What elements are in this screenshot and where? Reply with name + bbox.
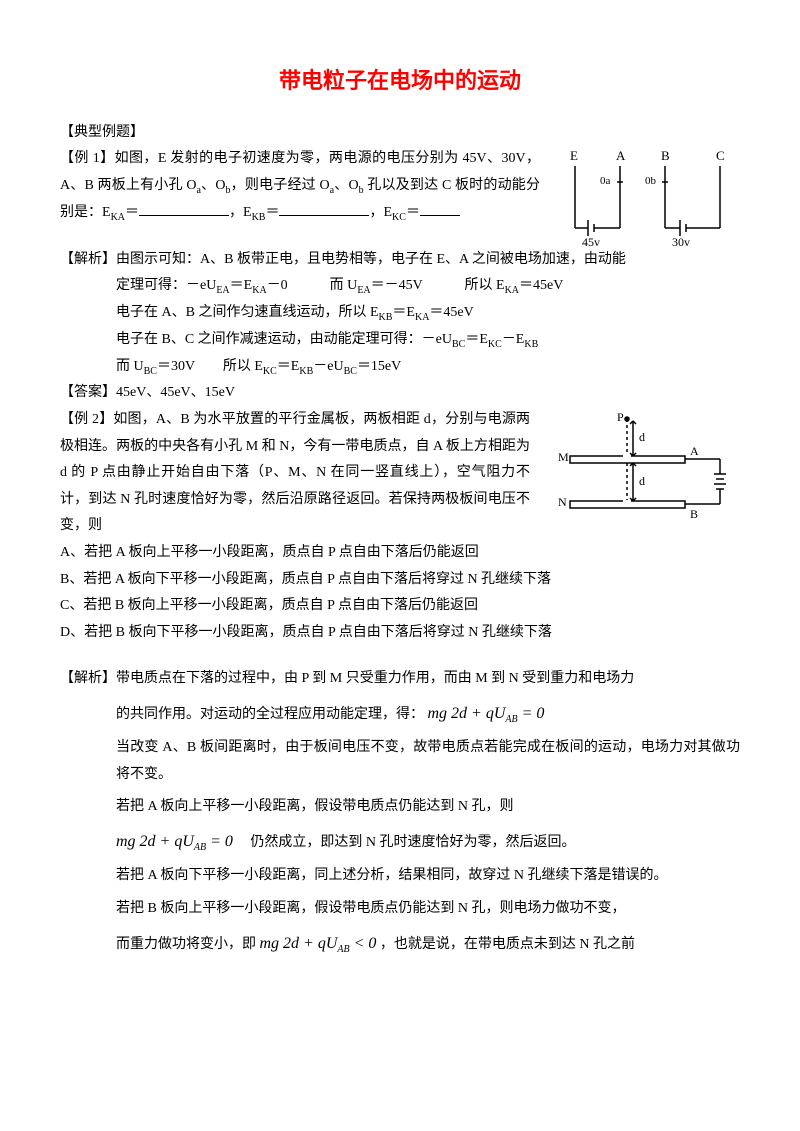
lbl-d1: d (639, 430, 645, 444)
s4c: ＝E (277, 359, 300, 374)
f2b: = 0 (206, 833, 233, 850)
sol2-p1: 带电质点在下落的过程中，由 P 到 M 只受重力作用，而由 M 到 N 受到重力… (116, 671, 634, 686)
sol2-l: 【解析】 (60, 671, 116, 686)
sol2-p5: 若把 B 板向上平移一小段距离，假设带电质点仍能达到 N 孔，则电场力做功不变， (60, 896, 740, 923)
sol2-p6b: ，也就是说，在带电质点未到达 N 孔之前 (380, 937, 635, 952)
sol-label: 【解析】 (60, 252, 116, 267)
ans-l: 【答案】 (60, 385, 116, 400)
circuit1-diagram: E A B C 0a 0b 45v 30v (560, 146, 740, 256)
example2-block: 【例 2】如图，A、B 为水平放置的平行金属板，两板相距 d，分别与电源两极相连… (60, 407, 740, 540)
lbl-E: E (570, 148, 578, 163)
s4b: ＝30V 所以 E (157, 359, 263, 374)
ex2-optD: D、若把 B 板向下平移一小段距离，质点自 P 点自由下落后将穿过 N 孔继续下… (60, 620, 740, 647)
sol2-p3b: 仍然成立，即达到 N 孔时速度恰好为零，然后返回。 (236, 835, 575, 850)
lbl-P: P (617, 411, 624, 424)
f3s: AB (337, 944, 349, 955)
ekc-l: E (383, 205, 392, 220)
lbl-45v: 45v (582, 235, 600, 249)
f1b: = 0 (518, 705, 545, 722)
circuit2-diagram: P M N A B d d (555, 411, 740, 531)
s3c: －E (502, 332, 525, 347)
formula2: mg 2d + qUAB = 0 (116, 833, 233, 850)
s2a: 电子在 A、B 之间作匀速直线运动，所以 E (116, 305, 379, 320)
s2c: ＝45eV (429, 305, 473, 320)
lbl-Oa: 0a (600, 175, 611, 187)
f3: mg 2d + qU (260, 935, 338, 952)
s1e: ＝－45V 所以 E (371, 278, 505, 293)
ex1-label: 【例 1】 (60, 151, 115, 166)
blank-ekc (420, 202, 460, 216)
ex1-b4: 、O (334, 178, 359, 193)
lbl-Ob: 0b (645, 175, 657, 187)
ans-t: 45eV、45eV、15eV (116, 385, 235, 400)
ex1-b2: 、O (201, 178, 226, 193)
s1a: 由图示可知：A、B 板带正电，且电势相等，电子在 E、A 之间被电场加速，由动能 (116, 252, 626, 267)
s4a: 而 U (116, 359, 144, 374)
ex2-optA: A、若把 A 板向上平移一小段距离，质点自 P 点自由下落后仍能返回 (60, 540, 740, 567)
f2: mg 2d + qU (116, 833, 194, 850)
s4e: ＝15eV (357, 359, 401, 374)
ex2-optC: C、若把 B 板向上平移一小段距离，质点自 P 点自由下落后仍能返回 (60, 593, 740, 620)
lbl-N: N (558, 495, 567, 509)
sol2-p2: 当改变 A、B 板间距离时，由于板间电压不变，故带电质点若能完成在板间的运动，电… (60, 735, 740, 788)
blank-ekb (279, 202, 369, 216)
ekc-e: ＝ (406, 205, 420, 220)
ex1-eka: ＝ (125, 205, 139, 220)
lbl-M: M (558, 450, 569, 464)
page-title: 带电粒子在电场中的运动 (60, 60, 740, 102)
example1-text: 【例 1】如图，E 发射的电子初速度为零，两电源的电压分别为 45V、30V，A… (60, 146, 540, 226)
s2b: ＝E (392, 305, 415, 320)
s3b: ＝E (465, 332, 488, 347)
example1-block: 【例 1】如图，E 发射的电子初速度为零，两电源的电压分别为 45V、30V，A… (60, 146, 740, 226)
s1d: －0 而 U (267, 278, 358, 293)
ex2-text: 【例 2】如图，A、B 为水平放置的平行金属板，两板相距 d，分别与电源两极相连… (60, 407, 530, 540)
s3a: 电子在 B、C 之间作减速运动，由动能定理可得：－eU (116, 332, 452, 347)
c2: ， (369, 205, 383, 220)
ex2-p1: 如图，A、B 为水平放置的平行金属板，两板相距 d，分别与电源两极相连。两板的中… (60, 412, 530, 533)
ekb-e: ＝ (265, 205, 279, 220)
examples-label: 【典型例题】 (60, 120, 740, 147)
document-body: 【典型例题】 【例 1】如图，E 发射的电子初速度为零，两电源的电压分别为 45… (60, 120, 740, 959)
lbl-30v: 30v (672, 235, 690, 249)
ex1-solution: 【解析】由图示可知：A、B 板带正电，且电势相等，电子在 E、A 之间被电场加速… (60, 247, 740, 381)
formula3: mg 2d + qUAB < 0 (260, 935, 377, 952)
lbl-A: A (616, 148, 626, 163)
f1: mg 2d + qU (428, 705, 506, 722)
ex1-answer: 【答案】45eV、45eV、15eV (60, 380, 740, 407)
c1: ， (229, 205, 243, 220)
lbl-d2: d (639, 474, 645, 488)
sol2-p3: 若把 A 板向上平移一小段距离，假设带电质点仍能达到 N 孔，则 (60, 794, 740, 821)
s1b: 定理可得：－eU (116, 278, 216, 293)
lbl-B: B (661, 148, 670, 163)
s1c: ＝E (230, 278, 253, 293)
sol2-p6a: 而重力做功将变小，即 (116, 937, 256, 952)
ex1-b3: ，则电子经过 O (230, 178, 329, 193)
s1f: ＝45eV (519, 278, 563, 293)
s4d: －eU (313, 359, 343, 374)
sol2-p4: 若把 A 板向下平移一小段距离，同上述分析，结果相同，故穿过 N 孔继续下落是错… (60, 863, 740, 890)
lbl-B2: B (690, 507, 698, 521)
f1s: AB (505, 714, 517, 725)
f2s: AB (194, 842, 206, 853)
blank-eka (139, 202, 229, 216)
f3b: < 0 (350, 935, 377, 952)
ekb-l: E (243, 205, 252, 220)
lbl-A2: A (690, 444, 699, 458)
sol2-p1b: 的共同作用。对运动的全过程应用动能定理，得： (116, 707, 424, 722)
formula1: mg 2d + qUAB = 0 (428, 705, 545, 722)
lbl-C: C (716, 148, 725, 163)
ex2-solution: 【解析】带电质点在下落的过程中，由 P 到 M 只受重力作用，而由 M 到 N … (60, 666, 740, 959)
ex2-optB: B、若把 A 板向下平移一小段距离，质点自 P 点自由下落后将穿过 N 孔继续下… (60, 567, 740, 594)
ex2-label: 【例 2】 (60, 412, 113, 427)
